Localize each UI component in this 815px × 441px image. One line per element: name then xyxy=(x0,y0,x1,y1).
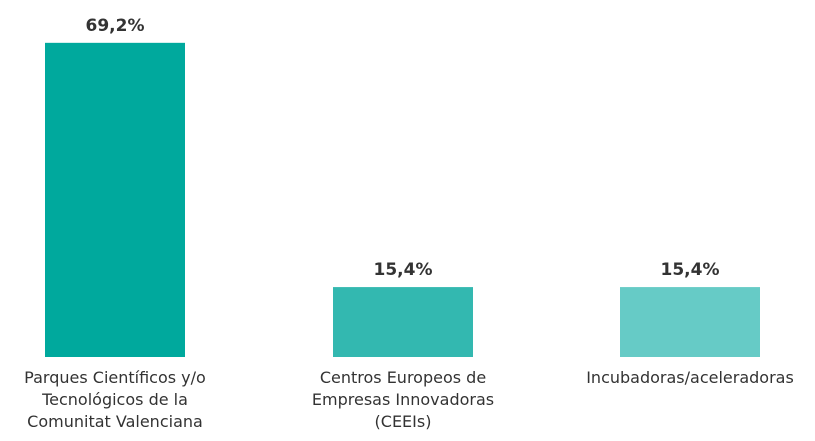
value-label: 15,4% xyxy=(661,260,720,280)
category-label: Parques Científicos y/o Tecnológicos de … xyxy=(24,368,206,431)
bar xyxy=(620,287,760,357)
bar xyxy=(45,42,185,357)
bar xyxy=(333,287,473,357)
value-label: 15,4% xyxy=(374,260,433,280)
category-label: Centros Europeos de Empresas Innovadoras… xyxy=(311,368,495,431)
value-label: 69,2% xyxy=(86,16,145,36)
category-label: Incubadoras/aceleradoras xyxy=(586,368,794,387)
